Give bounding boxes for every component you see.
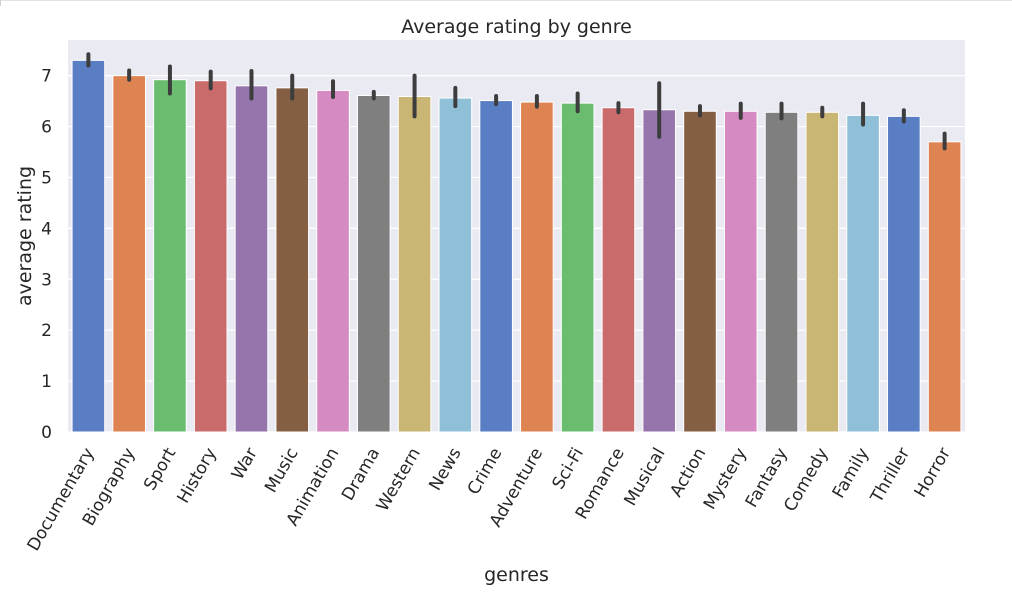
x-axis-label: genres bbox=[484, 564, 549, 586]
x-tick-label: Crime bbox=[464, 445, 507, 499]
x-tick-label: Sci-Fi bbox=[549, 445, 588, 493]
bar-fantasy bbox=[764, 111, 799, 433]
x-tick-label: Family bbox=[829, 445, 874, 502]
bar-musical bbox=[642, 109, 677, 433]
x-tick-label: Documentary bbox=[24, 445, 99, 555]
x-tick-label: Horror bbox=[911, 444, 955, 501]
top-divider-tick bbox=[0, 0, 1, 6]
y-tick-label: 1 bbox=[41, 372, 52, 392]
bars bbox=[71, 59, 962, 433]
y-axis-label: average rating bbox=[14, 166, 36, 306]
x-tick-label: History bbox=[173, 445, 221, 507]
bar-family bbox=[846, 114, 880, 433]
error-bars bbox=[86, 52, 947, 151]
bar-documentary bbox=[71, 59, 106, 433]
bar-biography bbox=[112, 75, 146, 433]
x-tick-label: Music bbox=[261, 445, 303, 497]
chart-title: Average rating by genre bbox=[401, 16, 632, 38]
bar-romance bbox=[601, 107, 636, 433]
bar-thriller bbox=[887, 115, 921, 433]
bar-music bbox=[275, 87, 310, 433]
bar-history bbox=[193, 80, 228, 433]
y-tick-label: 7 bbox=[41, 67, 52, 87]
bar-war bbox=[234, 85, 269, 433]
bar-animation bbox=[316, 89, 350, 433]
y-tick-label: 6 bbox=[41, 118, 52, 138]
bar-comedy bbox=[805, 111, 840, 433]
top-divider bbox=[0, 0, 1012, 1]
y-tick-label: 4 bbox=[41, 219, 52, 239]
y-tick-label: 3 bbox=[41, 270, 52, 290]
x-tick-label: Action bbox=[666, 445, 710, 501]
bar-sport bbox=[153, 79, 187, 433]
bar-horror bbox=[927, 141, 962, 433]
x-tick-label: War bbox=[228, 445, 262, 484]
bar-drama bbox=[356, 94, 391, 433]
y-tick-labels: 0 1 2 3 4 5 6 7 bbox=[41, 67, 52, 443]
bar-crime bbox=[479, 100, 513, 433]
bar-news bbox=[438, 97, 473, 433]
x-tick-label: News bbox=[425, 444, 465, 494]
x-tick-label: Sport bbox=[140, 444, 180, 494]
y-tick-label: 5 bbox=[41, 168, 52, 188]
y-tick-label: 0 bbox=[41, 423, 52, 443]
bar-western bbox=[397, 96, 432, 433]
bar-sci-fi bbox=[560, 102, 595, 433]
y-tick-label: 2 bbox=[41, 321, 52, 341]
x-tick-label: Thriller bbox=[866, 444, 914, 507]
bar-mystery bbox=[723, 110, 758, 433]
bar-action bbox=[683, 110, 717, 433]
bar-adventure bbox=[520, 101, 554, 433]
